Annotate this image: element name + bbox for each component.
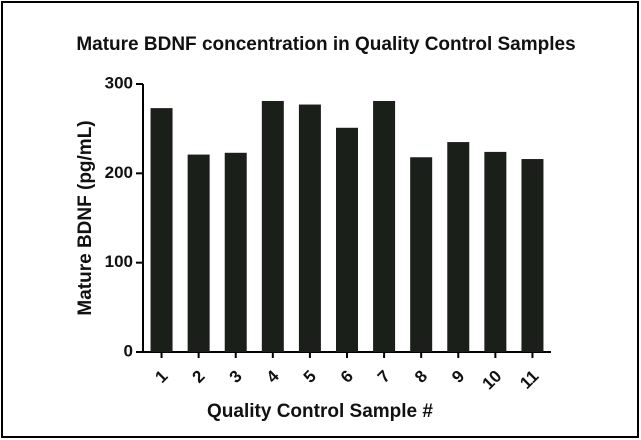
bar — [521, 159, 544, 352]
x-tick-label: 6 — [337, 367, 357, 387]
bar — [150, 108, 173, 353]
x-tick-label: 11 — [516, 367, 542, 393]
x-tick-label: 10 — [479, 367, 506, 394]
y-tick-label: 300 — [105, 73, 133, 92]
x-tick-label: 5 — [300, 367, 320, 387]
y-tick-label: 0 — [124, 341, 133, 360]
x-tick-label: 3 — [226, 367, 246, 387]
bar — [373, 100, 396, 353]
bar — [447, 142, 470, 352]
x-tick-label: 1 — [151, 367, 171, 387]
y-tick-label: 200 — [105, 163, 133, 182]
bar — [298, 104, 321, 353]
x-tick-label: 9 — [448, 367, 468, 387]
y-tick-label: 100 — [105, 252, 133, 271]
x-axis-label: Quality Control Sample # — [207, 401, 433, 422]
y-axis-label: Mature BDNF (pg/mL) — [75, 120, 96, 315]
bar — [410, 157, 433, 352]
x-tick-label: 4 — [263, 366, 284, 387]
bar — [224, 152, 247, 352]
chart-title: Mature BDNF concentration in Quality Con… — [76, 34, 575, 55]
bar — [484, 151, 507, 352]
x-tick-label: 2 — [189, 367, 209, 387]
bar — [261, 100, 284, 353]
bar — [187, 154, 210, 352]
x-tick-label: 7 — [374, 367, 394, 387]
bar — [336, 127, 358, 352]
x-tick-label: 8 — [411, 367, 431, 387]
